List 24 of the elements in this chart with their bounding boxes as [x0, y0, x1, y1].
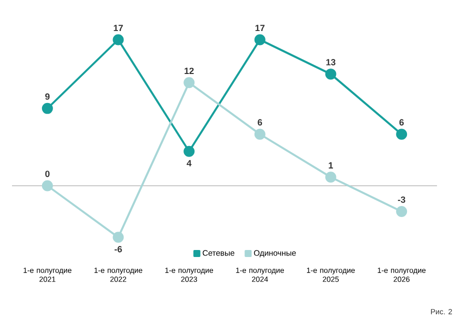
data-label: 12 [184, 68, 194, 74]
point [254, 34, 266, 46]
point [42, 102, 53, 114]
data-label: 0 [45, 170, 50, 178]
point [112, 34, 124, 46]
point [325, 68, 336, 80]
data-label: 4 [186, 160, 192, 166]
data-label: -6 [114, 246, 122, 252]
point [184, 146, 195, 157]
point [112, 232, 124, 243]
data-label: 6 [399, 119, 404, 126]
data-label: -3 [398, 196, 406, 203]
point [396, 128, 408, 140]
data-label: 1 [328, 162, 333, 168]
data-label: 9 [45, 93, 50, 100]
point [325, 172, 336, 183]
data-label: 17 [114, 24, 123, 32]
point [254, 128, 266, 140]
point [42, 180, 53, 192]
data-label: 13 [326, 59, 336, 66]
point [396, 206, 408, 218]
point [184, 77, 195, 88]
data-label: 17 [255, 24, 265, 32]
data-label: 6 [258, 119, 262, 126]
